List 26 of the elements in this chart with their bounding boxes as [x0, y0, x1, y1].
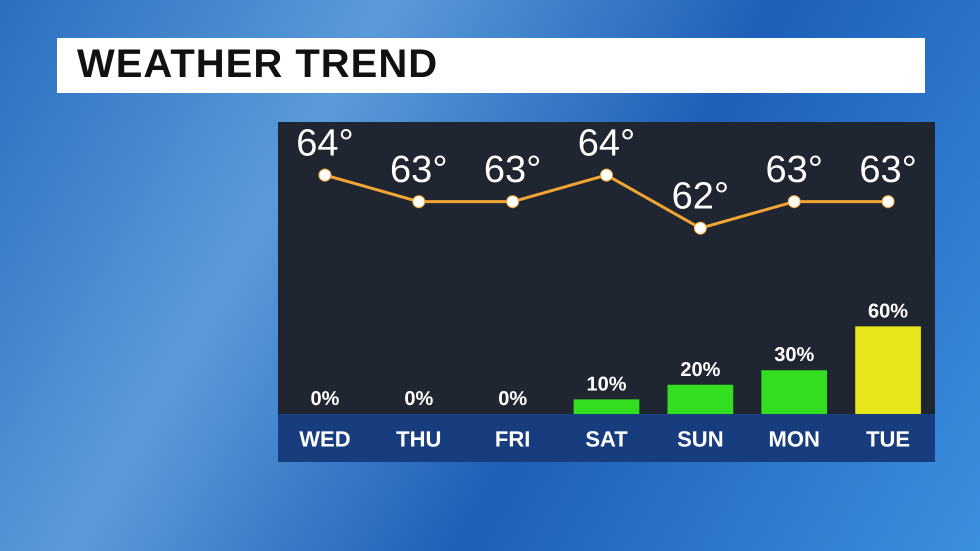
x-tick-label: MON	[768, 426, 820, 452]
data-label: 60%	[868, 300, 908, 322]
x-tick-label: TUE	[866, 426, 910, 452]
data-label: 0%	[498, 388, 528, 410]
x-tick-label: FRI	[494, 426, 530, 452]
data-label: 0%	[404, 388, 434, 410]
data-label: 64°	[296, 122, 354, 165]
x-tick-label: THU	[396, 426, 442, 452]
chart-title: WEATHER TREND	[77, 42, 438, 87]
x-tick-label: SUN	[677, 426, 724, 452]
data-label: 30%	[774, 344, 814, 366]
data-label: 63°	[859, 149, 917, 192]
data-label: 62°	[672, 176, 730, 218]
bar	[668, 384, 734, 414]
x-tick-label: WED	[299, 426, 351, 452]
bar	[761, 370, 828, 414]
data-label: 63°	[390, 149, 448, 192]
data-label: 63°	[484, 149, 542, 192]
data-label: 63°	[765, 149, 823, 192]
data-label: 64°	[578, 122, 636, 165]
data-label: 20%	[680, 358, 721, 381]
data-label: 0%	[310, 388, 340, 410]
data-label: 10%	[586, 373, 627, 396]
x-tick-label: SAT	[585, 426, 628, 452]
bar	[574, 399, 640, 414]
bar	[855, 326, 921, 414]
